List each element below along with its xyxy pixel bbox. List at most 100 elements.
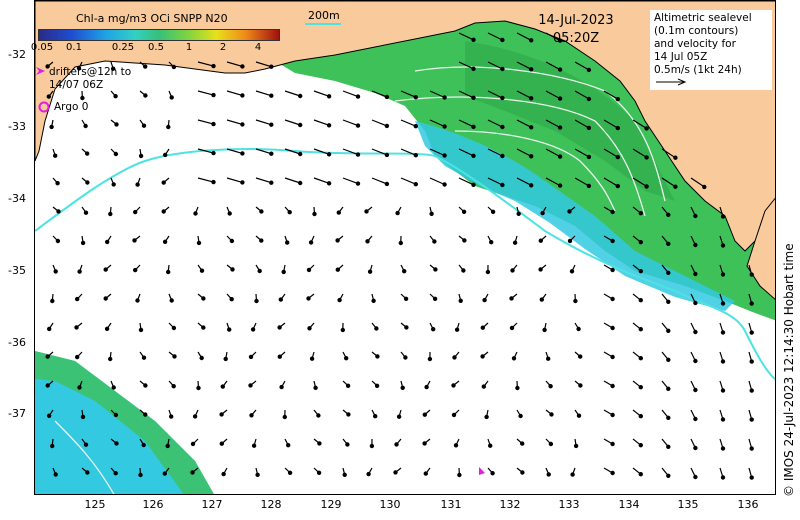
velocity-arrow-head <box>190 470 195 475</box>
lat-label: -32 <box>8 48 26 61</box>
lat-label: -35 <box>8 264 26 277</box>
velocity-arrow-head <box>113 471 118 476</box>
velocity-arrow-head <box>644 184 649 189</box>
velocity-arrow-head <box>80 240 86 246</box>
velocity-arrow-head <box>375 354 380 359</box>
velocity-arrow-head <box>395 210 400 216</box>
velocity-arrow-head <box>287 209 292 215</box>
velocity-arrow-head <box>277 354 282 359</box>
drifters-legend: drifters@12h to 14/07 06Z <box>36 66 131 92</box>
velocity-arrow <box>284 177 301 184</box>
velocity-arrow-head <box>413 123 418 129</box>
velocity-arrow-head <box>269 122 274 127</box>
velocity-arrow-head <box>220 384 225 389</box>
velocity-arrow-head <box>240 93 245 98</box>
velocity-arrow-head <box>429 211 434 216</box>
velocity-arrow <box>342 177 359 185</box>
velocity-arrow-head <box>346 412 351 417</box>
velocity-arrow <box>574 61 590 71</box>
velocity-arrow-head <box>103 267 108 272</box>
velocity-arrow-head <box>666 270 671 275</box>
velocity-arrow-head <box>693 387 698 393</box>
velocity-arrow-head <box>471 153 476 158</box>
velocity-arrow-head <box>615 183 621 189</box>
lat-label: -36 <box>8 336 26 349</box>
velocity-arrow-head <box>610 325 615 331</box>
land-australia <box>35 1 775 252</box>
velocity-arrow-head <box>384 181 390 187</box>
velocity-arrow-head <box>461 209 467 214</box>
velocity-arrow-head <box>490 471 495 476</box>
lat-label: -37 <box>8 407 26 420</box>
velocity-arrow-head <box>171 384 176 389</box>
velocity-arrow-head <box>277 325 282 330</box>
legend-line: (0.1m contours) <box>654 25 739 37</box>
velocity-arrow-head <box>278 297 283 302</box>
velocity-arrow <box>603 119 619 129</box>
lon-label: 135 <box>677 498 699 511</box>
velocity-arrow-head <box>211 150 216 156</box>
velocity-arrow <box>487 61 503 70</box>
colorbar-tick: 0.25 <box>111 42 135 53</box>
velocity-arrow <box>371 90 388 98</box>
velocity-arrow-head <box>666 415 671 420</box>
velocity-arrow-head <box>638 443 644 448</box>
velocity-arrow-head <box>500 153 505 159</box>
velocity-arrow-head <box>364 209 369 214</box>
velocity-arrow-head <box>404 325 409 330</box>
velocity-arrow-head <box>403 296 409 301</box>
velocity-arrow-head <box>135 298 140 303</box>
velocity-arrow-head <box>413 181 418 187</box>
colorbar-tick: 4 <box>254 42 262 53</box>
velocity-arrow-head <box>673 184 678 189</box>
velocity-arrow <box>429 90 445 99</box>
velocity-arrow-head <box>749 388 754 393</box>
velocity-arrow-head <box>240 180 245 185</box>
velocity-arrow <box>458 61 474 70</box>
velocity-arrow-head <box>454 327 460 332</box>
velocity-arrow-head <box>749 475 754 480</box>
velocity-vectors <box>45 32 754 480</box>
argo-float-marker[interactable] <box>479 467 485 475</box>
velocity-arrow <box>255 148 272 155</box>
velocity-arrow-head <box>400 385 405 390</box>
velocity-arrow <box>487 90 503 99</box>
map-canvas[interactable] <box>35 1 776 495</box>
velocity-arrow-head <box>53 269 58 274</box>
velocity-arrow-head <box>77 269 82 274</box>
velocity-arrow-head <box>693 358 698 364</box>
velocity-arrow-head <box>693 445 698 451</box>
velocity-arrow-head <box>720 359 726 364</box>
velocity-arrow-head <box>77 385 82 390</box>
velocity-arrow-head <box>285 443 291 448</box>
map-frame[interactable] <box>34 0 776 495</box>
velocity-arrow-head <box>451 383 456 388</box>
velocity-arrow-head <box>340 327 345 333</box>
velocity-arrow-head <box>196 385 201 391</box>
velocity-arrow-head <box>480 354 485 359</box>
velocity-arrow <box>603 148 619 158</box>
velocity-arrow-head <box>693 271 698 277</box>
velocity-arrow-head <box>394 442 399 447</box>
velocity-arrow-head <box>223 356 228 362</box>
velocity-arrow-head <box>342 472 347 477</box>
colorbar-title: Chl-a mg/m3 OCi SNPP N20 <box>76 12 228 25</box>
velocity-arrow-head <box>259 209 264 214</box>
velocity-arrow-head <box>638 298 644 303</box>
velocity-arrow-head <box>516 211 521 216</box>
velocity-arrow-head <box>46 94 51 99</box>
velocity-arrow-head <box>666 444 671 449</box>
velocity-arrow-head <box>226 327 232 332</box>
velocity-arrow-head <box>107 356 113 362</box>
velocity-arrow-head <box>666 299 671 304</box>
velocity-arrow-head <box>50 298 55 304</box>
velocity-arrow-head <box>143 412 148 417</box>
velocity-arrow-head <box>471 95 476 101</box>
lon-label: 130 <box>379 498 401 511</box>
velocity-arrow-head <box>557 96 563 101</box>
velocity-arrow-head <box>511 356 517 361</box>
velocity-arrow-head <box>74 325 79 330</box>
velocity-arrow-head <box>45 354 50 359</box>
velocity-arrow <box>197 90 214 96</box>
velocity-arrow-head <box>638 414 644 419</box>
